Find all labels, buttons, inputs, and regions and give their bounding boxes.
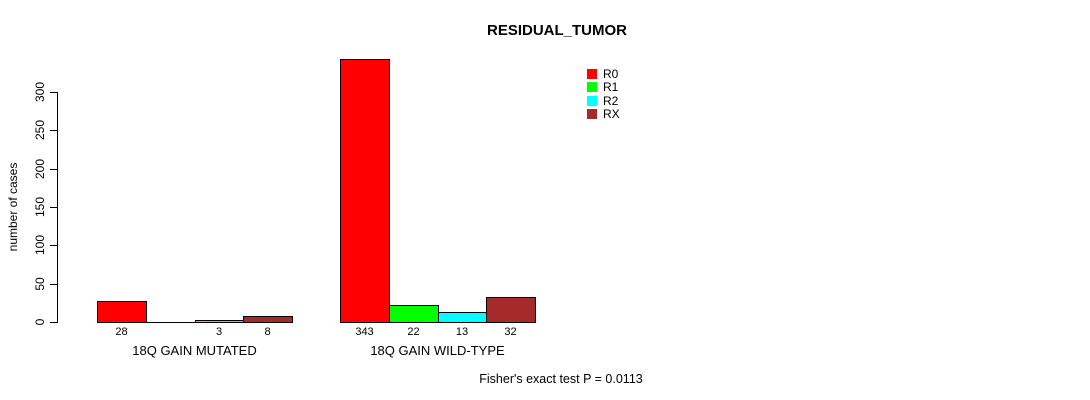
y-tick-label: 0	[33, 318, 47, 326]
legend-item-r2: R2	[587, 94, 618, 107]
legend-swatch-r0	[587, 68, 597, 79]
x-category-label: 18Q GAIN MUTATED	[132, 343, 257, 358]
bar-r1-wild-type	[389, 305, 439, 323]
legend-label: R0	[603, 66, 619, 81]
legend-item-r0: R0	[587, 67, 618, 80]
bar-value-label: 3	[215, 326, 223, 338]
bar-value-label: 28	[115, 326, 128, 338]
bar-value-label: 343	[355, 326, 374, 338]
y-tick-label: 100	[33, 234, 47, 256]
legend-label: RX	[603, 106, 620, 121]
bar-r0-mutated	[97, 301, 147, 323]
legend-label: R1	[603, 79, 619, 94]
statistical-test-note: Fisher's exact test P = 0.0113	[479, 372, 643, 386]
y-tick-label: 50	[33, 277, 47, 291]
bar-rx-wild-type	[486, 297, 536, 323]
y-tick-mark	[50, 130, 57, 131]
y-tick-label: 300	[33, 81, 47, 103]
y-tick-mark	[50, 169, 57, 170]
bar-value-label: 8	[264, 326, 271, 338]
bar-value-label: 32	[504, 326, 517, 338]
bar-value-label: 13	[455, 326, 469, 338]
legend-swatch-r1	[587, 81, 597, 92]
legend-label: R2	[603, 93, 619, 108]
legend-swatch-r2	[587, 95, 597, 106]
y-tick-label: 150	[33, 196, 47, 218]
y-tick-mark	[50, 284, 57, 285]
y-tick-mark	[50, 245, 57, 246]
bar-rx-mutated	[243, 316, 293, 323]
y-tick-mark	[50, 322, 57, 323]
legend: R0 R1 R2 RX	[587, 67, 707, 127]
legend-item-rx: RX	[587, 107, 620, 120]
y-tick-mark	[50, 92, 57, 93]
legend-item-r1: R1	[587, 80, 618, 93]
bar-r2-mutated	[195, 320, 244, 323]
y-tick-label: 250	[33, 119, 47, 141]
chart-title: RESIDUAL_TUMOR	[486, 22, 628, 39]
legend-swatch-rx	[587, 108, 597, 119]
bar-r0-wild-type	[340, 59, 390, 323]
x-category-label: 18Q GAIN WILD-TYPE	[370, 343, 505, 358]
y-tick-label: 200	[33, 158, 47, 180]
y-tick-mark	[50, 207, 57, 208]
y-axis-line	[57, 92, 58, 323]
bar-value-label: 22	[407, 326, 420, 338]
bar-r2-wild-type	[438, 312, 487, 323]
